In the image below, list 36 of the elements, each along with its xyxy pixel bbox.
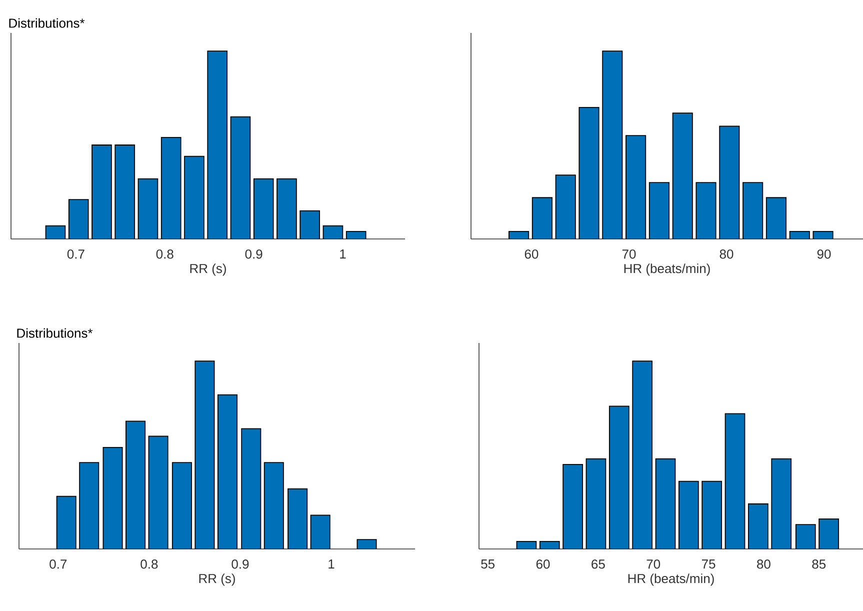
bar [539, 541, 560, 549]
x-tick-label: 90 [817, 250, 831, 259]
x-tick-label: 1 [328, 560, 334, 568]
x-tick-label: 55 [481, 560, 495, 569]
x-tick-label: 60 [536, 560, 550, 569]
x-tick-label: 0.9 [245, 250, 262, 259]
x-tick-label: 85 [812, 560, 826, 569]
x-axis-title: RR (s) [190, 264, 226, 276]
bar [230, 116, 251, 239]
x-tick-label: 75 [702, 560, 716, 569]
x-tick-label: 0.7 [50, 560, 67, 569]
x-tick-label: 0.9 [232, 560, 249, 569]
x-tick-label: 65 [592, 560, 605, 569]
x-axis-title: HR (beats/min) [624, 264, 710, 276]
x-tick-label: 80 [757, 560, 770, 569]
bar [789, 231, 810, 239]
bar [771, 458, 792, 549]
chart-title: Distributions* [9, 18, 85, 28]
x-tick-label: 0.8 [140, 560, 158, 569]
bar [516, 541, 537, 549]
x-tick-label: 60 [524, 250, 538, 259]
x-tick-label: 0.7 [67, 250, 84, 259]
x-tick-label: 70 [622, 250, 636, 259]
bar [68, 199, 89, 239]
x-tick-label: 70 [646, 560, 660, 569]
x-axis-title: HR (beats/min) [628, 574, 714, 586]
x-tick-label: 1 [340, 250, 346, 258]
bar [217, 394, 238, 549]
bar [253, 178, 274, 239]
x-tick-label: 80 [720, 250, 734, 259]
bar [655, 458, 676, 549]
bar [45, 225, 66, 239]
x-tick-label: 0.8 [156, 250, 174, 259]
x-axis-title: RR (s) [199, 574, 235, 586]
bar [795, 524, 816, 549]
chart-title: Distributions* [17, 328, 93, 338]
